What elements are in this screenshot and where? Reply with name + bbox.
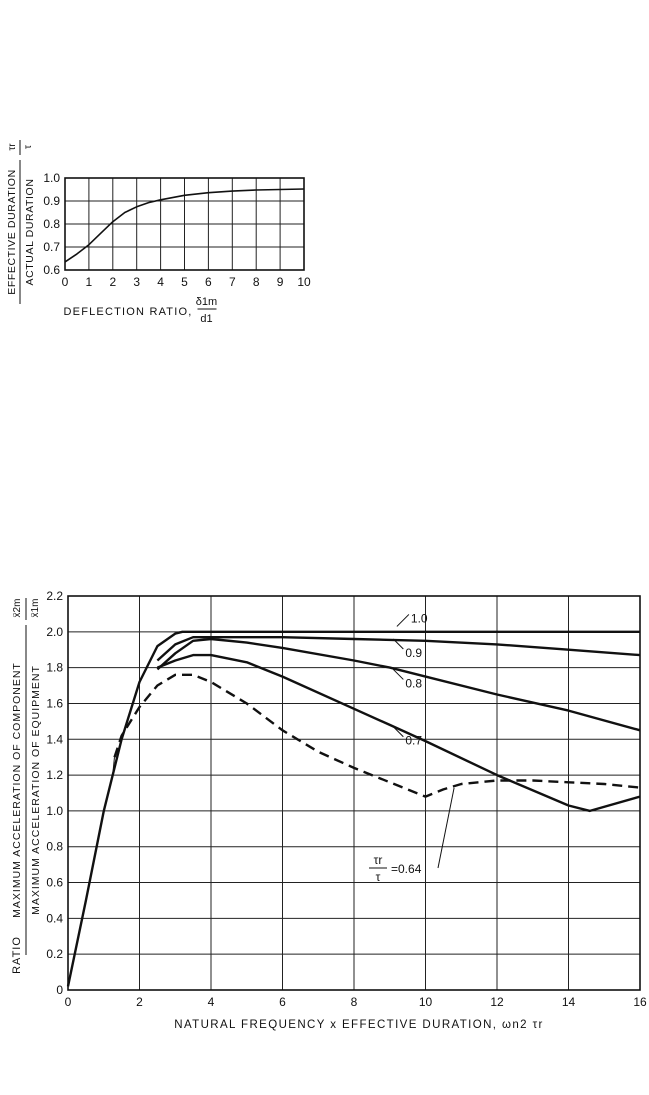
y-axis-label-denominator: ACTUAL DURATION: [24, 178, 36, 285]
x-tick-label: 2: [136, 995, 143, 1009]
y-tick-label: 0.7: [43, 240, 60, 254]
plot-frame: [67, 595, 641, 991]
x-tick-label: 14: [562, 995, 576, 1009]
series-line: [66, 630, 640, 987]
x-tick-label: 12: [490, 995, 504, 1009]
curve-label: =0.64: [391, 862, 422, 876]
y-axis-label-numerator: EFFECTIVE DURATION: [6, 169, 18, 295]
y-tick-label: 0.8: [46, 840, 63, 854]
x-axis-fraction-numerator: δ1m: [196, 296, 217, 308]
y-tick-label: 1.4: [46, 732, 63, 746]
curve-label-fraction-denominator: τ: [376, 870, 381, 884]
x-tick-label: 6: [279, 995, 286, 1009]
curve-label-fraction-numerator: τr: [374, 853, 383, 867]
y-tick-label: 1.0: [46, 804, 63, 818]
plot-frame: [64, 177, 305, 271]
x-tick-label: 1: [86, 275, 93, 289]
y-tick-label: 0.9: [43, 194, 60, 208]
series-line: [64, 188, 305, 263]
chart-acceleration-ratio: 0 2 4 6 8 10 12 14 16 0 0.2 0.4 0.6 0.8 1.0 1.2 1.4 1.6 1.…: [11, 589, 647, 1031]
y-axis-ratio-denominator: τ: [23, 145, 34, 149]
x-axis-fraction-denominator: d1: [200, 313, 212, 325]
x-axis-label: NATURAL FREQUENCY x EFFECTIVE DURATION, …: [174, 1019, 544, 1031]
x-tick-label: 8: [253, 275, 260, 289]
y-axis-label-prefix: RATIO: [11, 936, 23, 974]
y-axis-ratio-numerator: ẍ2m: [12, 599, 23, 618]
chart-effective-duration: 0 1 2 3 4 5 6 7 8 9 10 0.6 0.7 0.8 0.9 1.0 DEFLECTION RA…: [6, 140, 311, 325]
y-tick-label: 0.6: [46, 876, 63, 890]
y-tick-label: 1.0: [43, 171, 60, 185]
x-tick-label: 3: [133, 275, 140, 289]
y-axis-ratio-numerator: τr: [7, 143, 18, 151]
x-tick-label: 10: [419, 995, 433, 1009]
x-tick-label: 0: [62, 275, 69, 289]
curve-label: 0.7: [405, 734, 422, 748]
x-tick-label: 4: [208, 995, 215, 1009]
x-tick-label: 16: [633, 995, 647, 1009]
x-tick-label: 0: [65, 995, 72, 1009]
y-axis-label-numerator: MAXIMUM ACCELERATION OF COMPONENT: [11, 662, 23, 918]
y-axis-ratio-denominator: ẍ1m: [30, 599, 41, 618]
curve-label: 0.8: [405, 676, 422, 690]
series-line: [156, 653, 641, 813]
curve-label-leader: [112, 757, 115, 776]
curve-label-leader: [437, 787, 455, 869]
series-line: [156, 637, 641, 732]
y-tick-label: 2.2: [46, 589, 63, 603]
y-axis-label-denominator: MAXIMUM ACCELERATION OF EQUIPMENT: [30, 665, 42, 915]
curve-label-leader: [392, 669, 404, 680]
x-tick-label: 7: [229, 275, 236, 289]
y-tick-label: 1.8: [46, 661, 63, 675]
x-tick-label: 2: [109, 275, 116, 289]
x-tick-label: 10: [297, 275, 311, 289]
curve-label-leader: [396, 614, 410, 627]
y-axis-label-group: EFFECTIVE DURATION ACTUAL DURATION τr τ: [6, 140, 36, 304]
x-axis-label: DEFLECTION RATIO,: [64, 306, 193, 318]
y-tick-label: 2.0: [46, 625, 63, 639]
y-tick-label: 0: [56, 983, 63, 997]
x-tick-label: 9: [277, 275, 284, 289]
x-tick-label: 8: [351, 995, 358, 1009]
y-tick-label: 0.6: [43, 263, 60, 277]
x-tick-label: 5: [181, 275, 188, 289]
y-tick-label: 1.2: [46, 768, 63, 782]
series-line: [113, 673, 641, 798]
curve-label-leader: [392, 726, 404, 738]
curve-label-leader: [392, 638, 404, 650]
y-tick-label: 0.8: [43, 217, 60, 231]
y-tick-label: 1.6: [46, 696, 63, 710]
x-tick-label: 4: [157, 275, 164, 289]
x-tick-label: 6: [205, 275, 212, 289]
curve-label: 0.9: [405, 646, 422, 660]
y-tick-label: 0.2: [46, 947, 63, 961]
curve-label: 1.0: [411, 611, 428, 625]
series-line: [156, 636, 641, 662]
y-tick-label: 0.4: [46, 911, 63, 925]
